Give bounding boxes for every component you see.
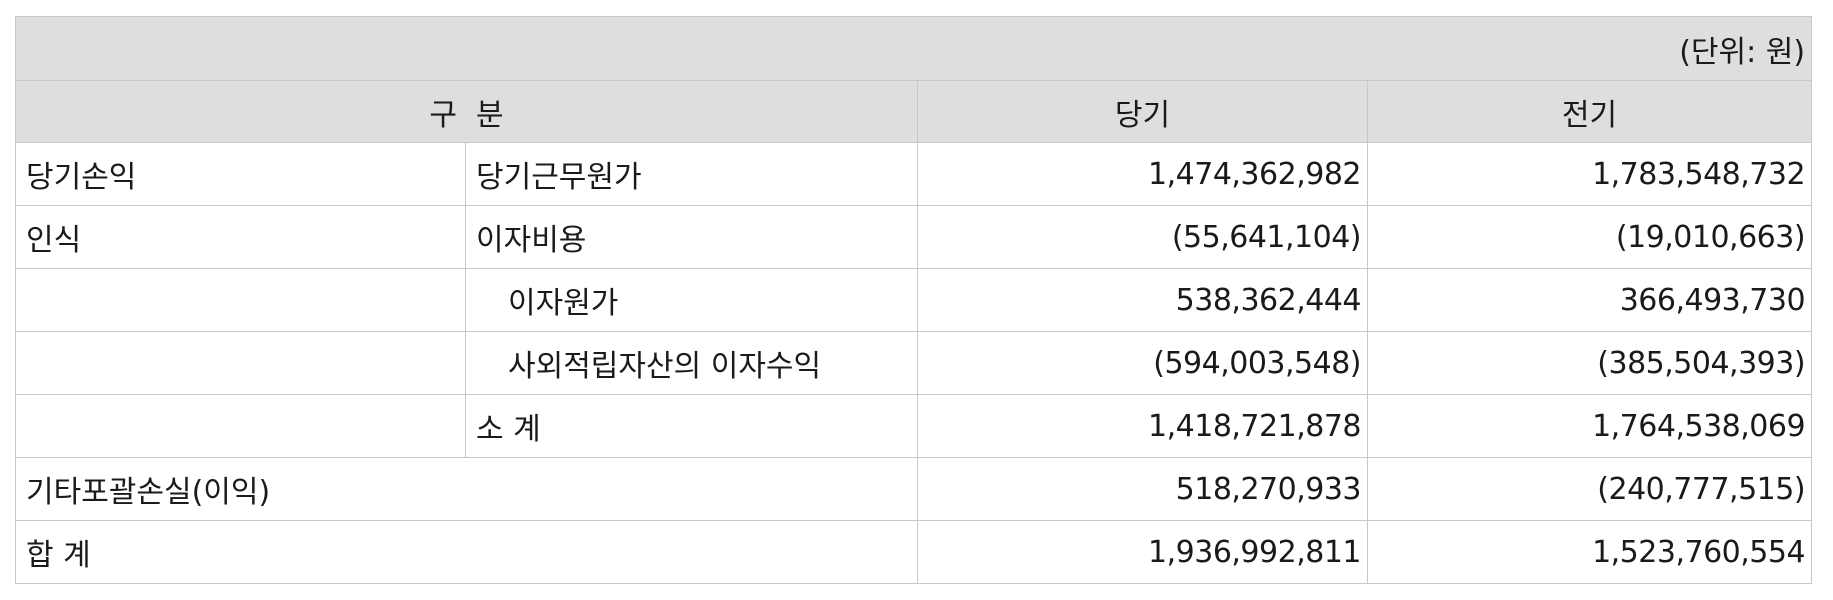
- other-comprehensive-prior: (240,777,515): [1366, 457, 1813, 521]
- row-item-label: 소 계: [465, 394, 918, 458]
- row-current-value: 1,418,721,878: [917, 394, 1368, 458]
- row-prior-value: (19,010,663): [1366, 205, 1813, 269]
- table-row: 이자원가 538,362,444 366,493,730: [15, 268, 1813, 332]
- header-current: 당기: [917, 80, 1368, 143]
- total-prior: 1,523,760,554: [1366, 520, 1813, 584]
- row-prior-value: 1,764,538,069: [1366, 394, 1813, 458]
- unit-row: (단위: 원): [14, 16, 1813, 81]
- total-row: 합 계 1,936,992,811 1,523,760,554: [15, 520, 1813, 584]
- other-comprehensive-current: 518,270,933: [917, 457, 1368, 521]
- header-row: 구 분 당기 전기: [15, 80, 1813, 143]
- unit-label: (단위: 원): [14, 16, 1813, 81]
- row-prior-value: 1,783,548,732: [1366, 142, 1813, 206]
- row-group-label: [15, 268, 466, 332]
- row-current-value: 538,362,444: [917, 268, 1368, 332]
- expense-table: (단위: 원) 구 분 당기 전기 당기손익 당기근무원가 1,474,362,…: [14, 16, 1813, 584]
- table-row: 소 계 1,418,721,878 1,764,538,069: [15, 394, 1813, 458]
- table-row: 인식 이자비용 (55,641,104) (19,010,663): [15, 205, 1813, 269]
- row-current-value: (55,641,104): [917, 205, 1368, 269]
- row-group-label: 당기손익: [15, 142, 466, 206]
- total-current: 1,936,992,811: [917, 520, 1368, 584]
- table-row: 당기손익 당기근무원가 1,474,362,982 1,783,548,732: [15, 142, 1813, 206]
- row-group-label: 인식: [15, 205, 466, 269]
- row-item-label: 이자비용: [465, 205, 918, 269]
- row-item-label: 이자원가: [465, 268, 918, 332]
- row-current-value: (594,003,548): [917, 331, 1368, 395]
- row-item-label: 사외적립자산의 이자수익: [465, 331, 918, 395]
- row-prior-value: (385,504,393): [1366, 331, 1813, 395]
- row-prior-value: 366,493,730: [1366, 268, 1813, 332]
- header-category: 구 분: [15, 80, 918, 143]
- other-comprehensive-label: 기타포괄손실(이익): [15, 457, 918, 521]
- total-label: 합 계: [15, 520, 918, 584]
- row-current-value: 1,474,362,982: [917, 142, 1368, 206]
- other-comprehensive-row: 기타포괄손실(이익) 518,270,933 (240,777,515): [15, 457, 1813, 521]
- expense-table-container: (단위: 원) 구 분 당기 전기 당기손익 당기근무원가 1,474,362,…: [14, 16, 1813, 584]
- row-group-label: [15, 394, 466, 458]
- header-prior: 전기: [1366, 80, 1813, 143]
- row-group-label: [15, 331, 466, 395]
- row-item-label: 당기근무원가: [465, 142, 918, 206]
- table-row: 사외적립자산의 이자수익 (594,003,548) (385,504,393): [15, 331, 1813, 395]
